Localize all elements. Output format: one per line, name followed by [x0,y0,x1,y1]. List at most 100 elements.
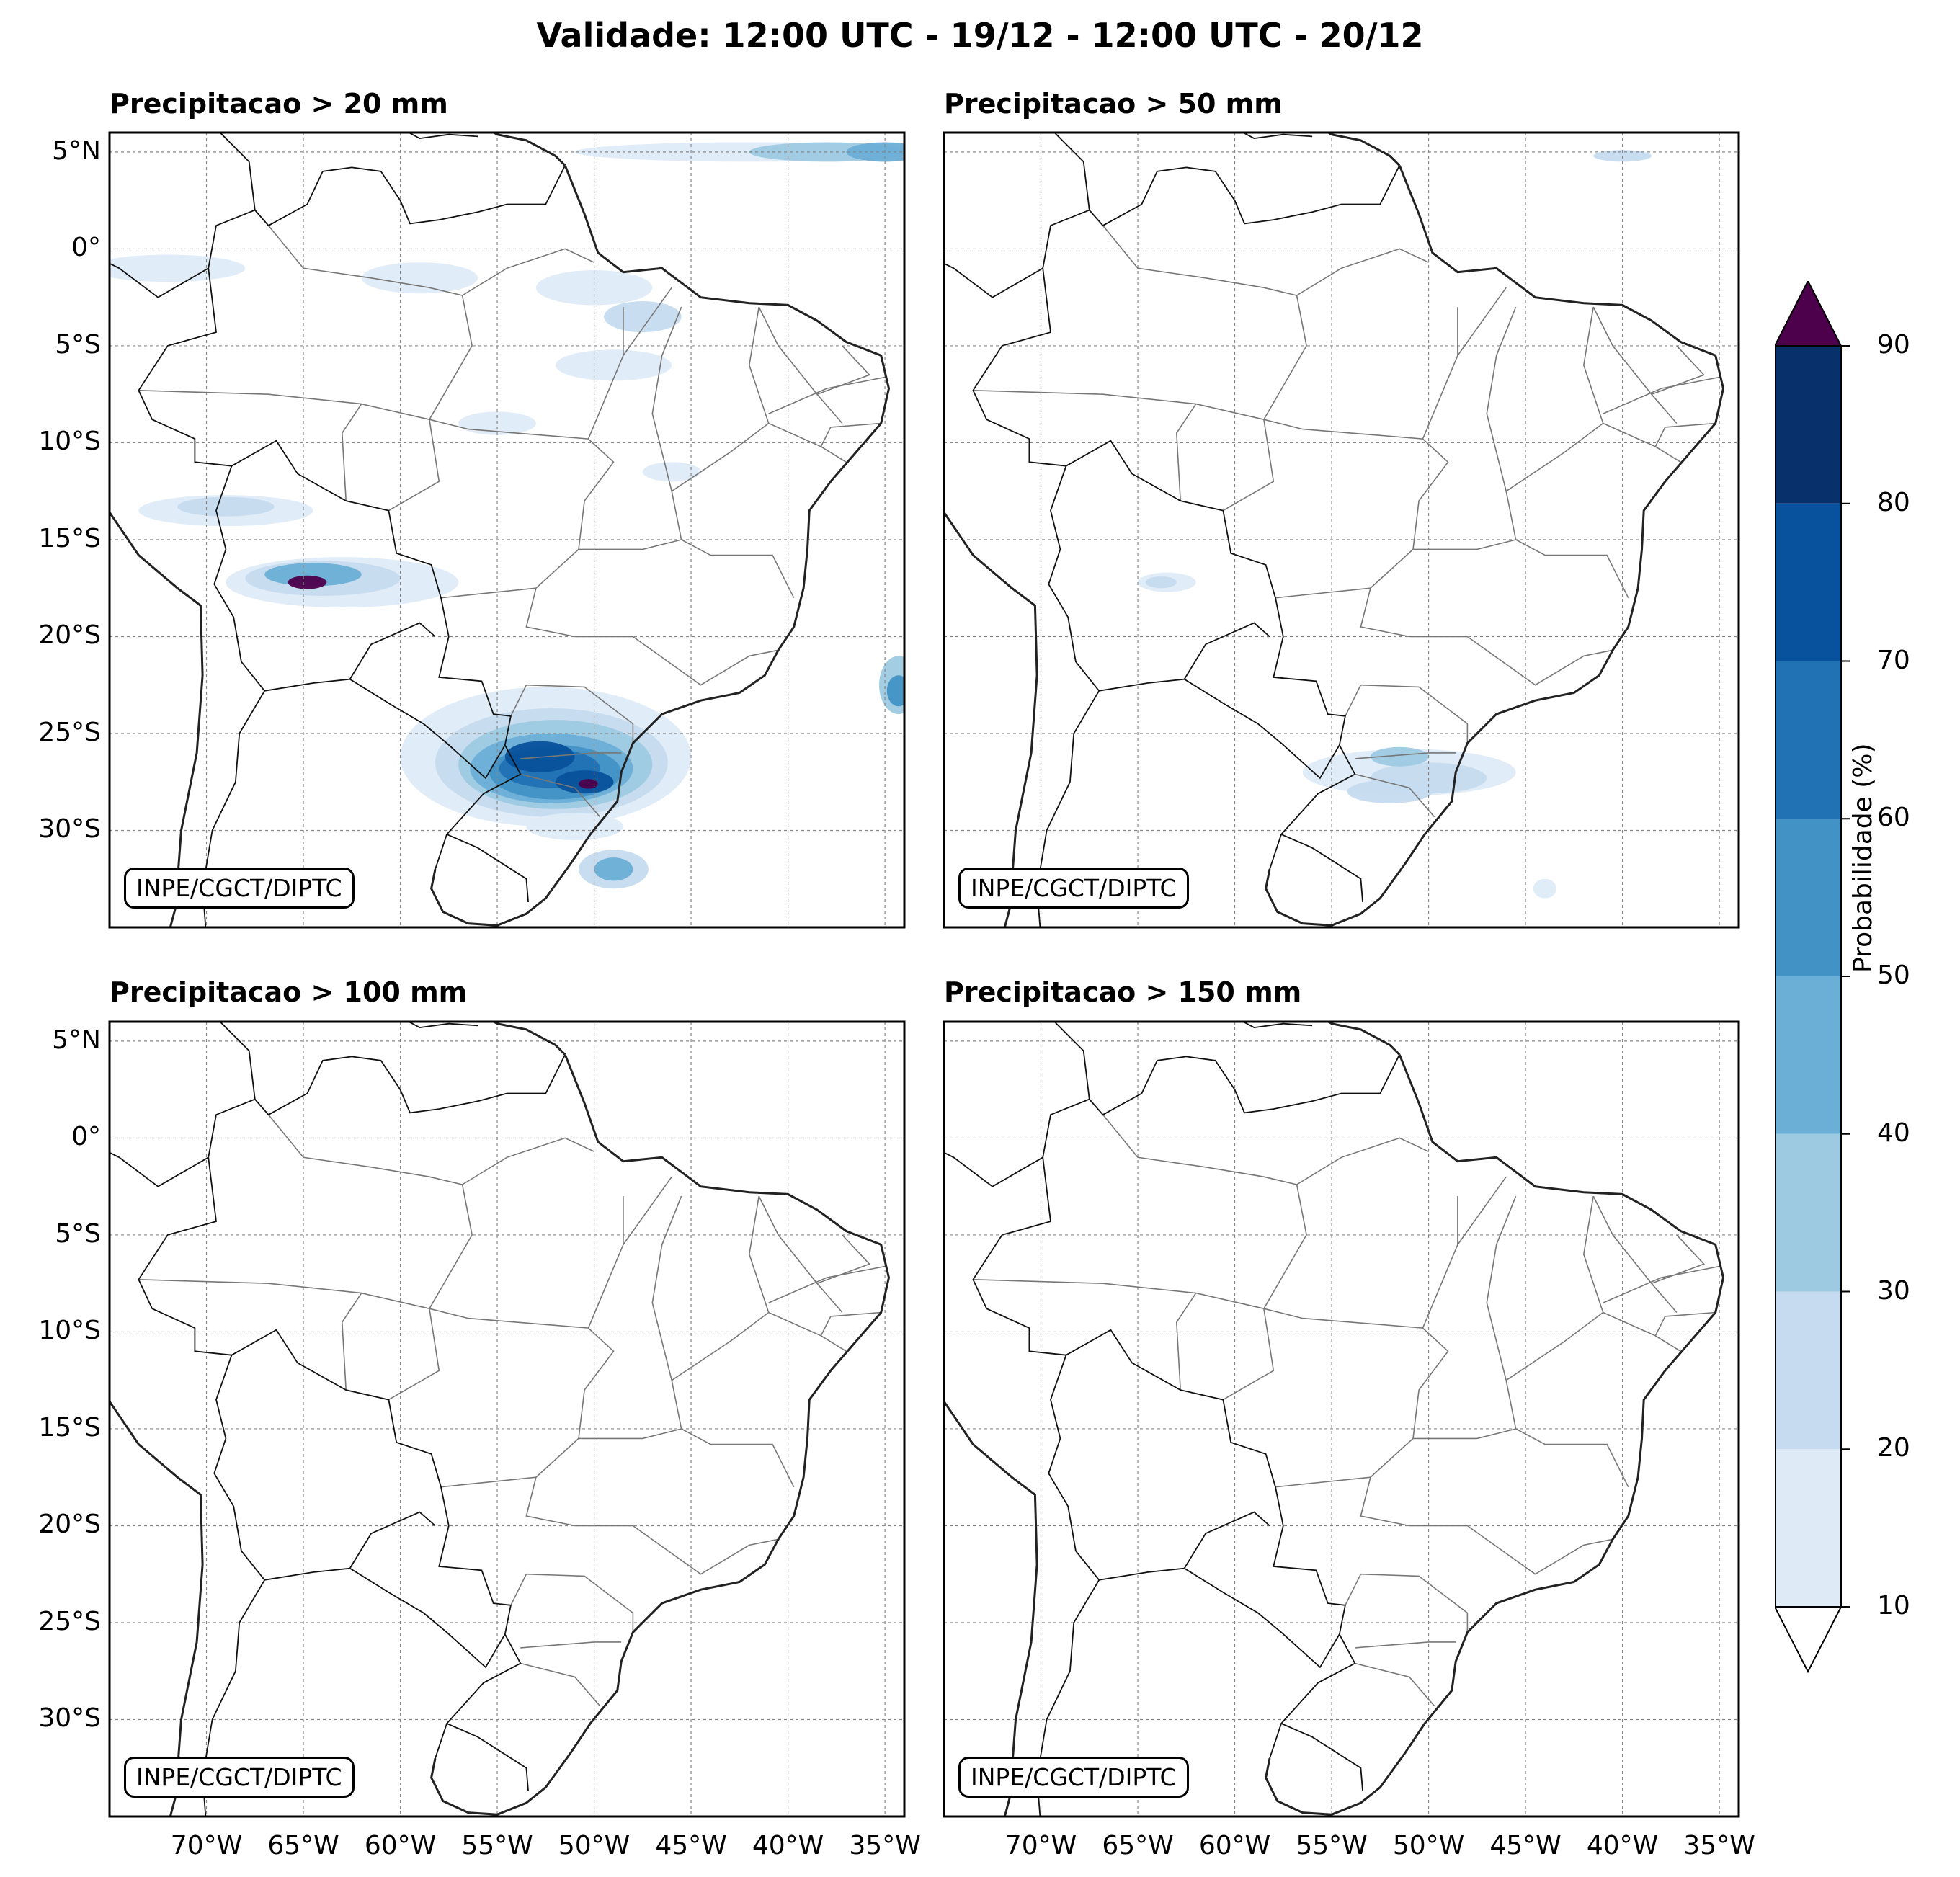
lat-tick-label: 20°S [38,1510,101,1540]
country-border [219,133,256,210]
precip-contour [579,779,598,789]
coastline [1265,1054,1725,1816]
precip-contour [555,349,672,381]
country-border [972,165,1401,903]
lat-tick-label: 10°S [38,427,101,457]
state-border [429,1184,473,1309]
lat-tick-label: 0° [71,233,101,263]
colorbar-segment [1775,661,1841,819]
state-border [520,752,622,759]
lat-tick-label: 5°N [52,1025,101,1055]
precip-contour [110,254,246,282]
lat-tick-label: 5°N [52,135,101,166]
colorbar-segment [1775,819,1841,976]
state-border [468,428,615,638]
credit-label: INPE/CGCT/DIPTC [124,1757,355,1798]
lat-tick-label: 15°S [38,523,101,553]
lon-tick-label: 50°W [1392,1831,1465,1860]
state-border [574,1525,779,1575]
country-border [213,465,436,692]
state-border [820,1311,881,1352]
colorbar-segment [1775,503,1841,661]
state-border [579,1428,682,1440]
credit-label: INPE/CGCT/DIPTC [124,868,355,909]
lat-tick-label: 0° [71,1122,101,1152]
coastline [1326,133,1401,166]
state-border [1296,248,1429,296]
precip-contour [886,675,904,707]
state-border [768,1311,821,1337]
lon-tick-label: 70°W [170,1831,243,1860]
map-panel-50mm: INPE/CGCT/DIPTC [943,131,1740,929]
credit-label: INPE/CGCT/DIPTC [958,868,1189,909]
map-frame [108,131,906,929]
lon-tick-label: 70°W [1004,1831,1077,1860]
state-border [388,1308,440,1401]
colorbar-label: Probabilidade (%) [1848,743,1878,973]
state-border [820,422,881,463]
panel-title-20mm: Precipitacao > 20 mm [110,88,448,120]
country-border [110,1151,209,1187]
state-border [1422,307,1458,440]
state-border [1175,404,1197,501]
state-border [651,306,682,491]
state-border [758,306,843,424]
colorbar-tick-label: 20 [1877,1433,1910,1463]
state-border [1603,1311,1656,1337]
state-border [768,376,887,414]
colorbar-over-extension [1775,281,1843,347]
state-border [1355,1662,1435,1707]
state-border [574,636,779,686]
figure-title: Validade: 12:00 UTC - 19/12 - 12:00 UTC … [536,16,1424,55]
lon-tick-label: 45°W [1489,1831,1562,1860]
country-border [407,133,478,140]
state-border [341,1293,362,1391]
state-border [510,685,527,717]
state-border [768,1265,887,1303]
state-border [1263,295,1307,420]
coastline [1326,1022,1401,1056]
lat-tick-label: 20°S [38,620,101,651]
state-border [341,404,362,501]
state-border [1603,376,1721,414]
precip-contour [288,575,327,589]
colorbar-segment [1775,1133,1841,1292]
state-border [671,1195,770,1381]
precip-contour [1533,878,1557,899]
state-border [1505,491,1629,599]
lat-tick-label: 5°S [55,1218,101,1249]
state-border [1275,1476,1371,1488]
country-border [1242,133,1313,140]
lat-tick-label: 10°S [38,1316,101,1346]
state-border [1302,428,1449,638]
lon-tick-label: 35°W [1683,1831,1755,1860]
state-border [1102,225,1297,296]
state-border [1592,1195,1678,1314]
lon-tick-label: 60°W [1198,1831,1271,1860]
precip-contour [526,813,623,840]
state-border [440,587,536,599]
map-svg [943,131,1740,929]
state-border [1275,587,1371,599]
state-border [1413,1428,1516,1440]
state-border [526,1573,634,1633]
colorbar-tick-label: 10 [1877,1591,1910,1620]
country-border [13,259,100,336]
coastline [430,165,891,927]
state-border [1302,1317,1449,1527]
state-border [1413,539,1516,550]
precip-contour [1347,780,1433,803]
state-border [1175,1293,1197,1391]
state-border [671,491,795,599]
precip-contour [846,142,904,162]
state-border [1345,1574,1362,1606]
state-border [1457,287,1507,356]
country-border [407,1022,478,1029]
precip-contour [177,496,275,517]
state-border [1222,419,1275,512]
colorbar-tick-label: 30 [1877,1275,1910,1306]
colorbar-segment [1775,346,1841,504]
country-border [349,678,506,780]
map-svg [108,1020,906,1818]
state-border [1654,422,1716,463]
